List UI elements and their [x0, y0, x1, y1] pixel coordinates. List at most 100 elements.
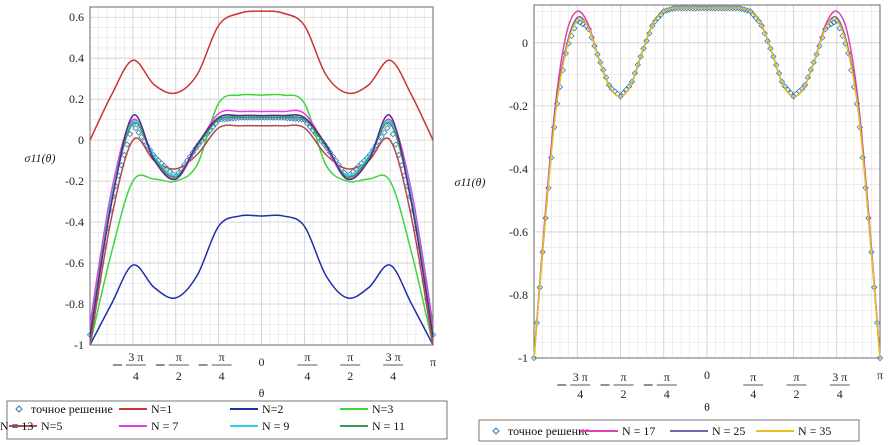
- data-point: [640, 45, 647, 52]
- x-tick-label: π4: [198, 350, 232, 383]
- legend-swatch: [492, 427, 500, 435]
- data-point: [252, 114, 259, 121]
- data-point: [712, 4, 719, 12]
- legend-item-exact-solution: точное решение: [492, 424, 590, 438]
- data-point: [649, 22, 656, 29]
- data-point: [680, 4, 688, 12]
- legend-label: N=3: [372, 402, 393, 416]
- plot-frame: [89, 6, 434, 346]
- legend-item-n9: N = 9: [230, 419, 289, 433]
- legend-item-exact-solution: точное решение: [15, 402, 113, 416]
- data-point: [530, 354, 538, 362]
- series-n1: [89, 10, 434, 141]
- legend-item-n17: N = 17: [580, 424, 655, 438]
- data-point: [700, 4, 708, 12]
- x-tick-denominator: 2: [347, 369, 353, 383]
- legend-item-n3: N=3: [340, 402, 393, 416]
- x-tick-numerator: 3 π: [832, 370, 847, 384]
- data-point: [657, 11, 665, 18]
- legend-swatch: [15, 405, 23, 413]
- grid: [534, 5, 881, 359]
- y-axis-label: σ11(θ): [455, 175, 486, 189]
- data-point: [761, 30, 768, 37]
- y-tick-label: 0.4: [69, 51, 84, 65]
- data-point: [591, 42, 598, 50]
- data-point: [813, 51, 820, 58]
- data-point: [726, 4, 734, 12]
- data-point: [764, 37, 771, 45]
- data-point: [135, 129, 142, 136]
- grid: [90, 6, 434, 346]
- x-tick-numerator: π: [304, 350, 310, 364]
- x-tick-label: π2: [786, 370, 807, 401]
- x-tick-label: 3 π4: [383, 350, 404, 383]
- data-point: [392, 141, 400, 148]
- data-point: [816, 42, 823, 50]
- data-point: [758, 22, 765, 29]
- data-point: [703, 4, 711, 12]
- x-tick-label: π2: [600, 370, 634, 401]
- data-point: [721, 4, 728, 12]
- legend-label: N = 35: [798, 424, 831, 438]
- data-point: [692, 4, 699, 12]
- series-n3: [89, 93, 434, 346]
- x-tick-denominator: 4: [390, 369, 396, 383]
- y-tick-label: -0.4: [509, 162, 528, 176]
- x-tick-label: 0: [704, 368, 710, 382]
- data-point: [651, 18, 659, 25]
- legend-label: N = 9: [262, 419, 289, 433]
- x-tick-denominator: 4: [219, 369, 225, 383]
- data-point: [238, 114, 245, 121]
- legend-item-n11: N = 11: [340, 419, 405, 433]
- y-axis-label: σ11(θ): [25, 151, 56, 165]
- series-n5: [89, 124, 434, 346]
- data-point: [767, 45, 774, 52]
- x-tick-numerator: 3 π: [573, 370, 588, 384]
- data-point: [752, 14, 760, 22]
- y-tick-label: 0.6: [69, 10, 84, 24]
- series-n11: [89, 116, 434, 335]
- data-point: [258, 114, 265, 121]
- data-point: [686, 4, 693, 12]
- data-point: [628, 78, 636, 85]
- data-point: [654, 14, 662, 22]
- x-tick-numerator: 3 π: [128, 350, 143, 364]
- x-tick-numerator: π: [750, 370, 756, 384]
- y-tick-label: -0.4: [65, 215, 84, 229]
- y-tick-label: -0.2: [65, 174, 84, 188]
- x-tick-numerator: π: [347, 350, 353, 364]
- y-tick-label: -0.6: [65, 256, 84, 270]
- y-tick-label: -1: [518, 351, 528, 365]
- data-point: [718, 4, 725, 12]
- data-point: [646, 30, 653, 37]
- x-tick-label: 0: [259, 355, 265, 369]
- legend-label: N = 11: [372, 419, 405, 433]
- data-point: [689, 4, 696, 12]
- legend-box: [6, 400, 448, 440]
- data-point: [755, 18, 763, 25]
- data-point: [845, 50, 852, 57]
- legend-item-n1: N=1: [119, 402, 172, 416]
- legend-label: N=5: [41, 419, 62, 433]
- x-axis-label: θ: [259, 386, 265, 400]
- y-tick-label: 0: [78, 133, 84, 147]
- x-tick-label: π4: [643, 370, 677, 401]
- legend-label: точное решение: [508, 424, 590, 438]
- x-tick-numerator: 3 π: [386, 350, 401, 364]
- data-point: [724, 4, 731, 12]
- data-point: [706, 4, 714, 12]
- data-point: [698, 4, 705, 12]
- data-point: [637, 53, 644, 60]
- x-tick-denominator: 2: [794, 387, 800, 401]
- x-tick-label: π4: [743, 370, 764, 401]
- legend-label: N = 25: [712, 424, 745, 438]
- legend-label: N=1: [151, 402, 172, 416]
- x-tick-label: π2: [155, 350, 189, 383]
- y-tick-label: -0.8: [509, 288, 528, 302]
- legend-label: N = 13: [0, 419, 33, 433]
- data-point: [749, 11, 757, 18]
- y-tick-label: 0: [522, 36, 528, 50]
- x-tick-denominator: 2: [621, 387, 627, 401]
- x-tick-denominator: 4: [837, 387, 843, 401]
